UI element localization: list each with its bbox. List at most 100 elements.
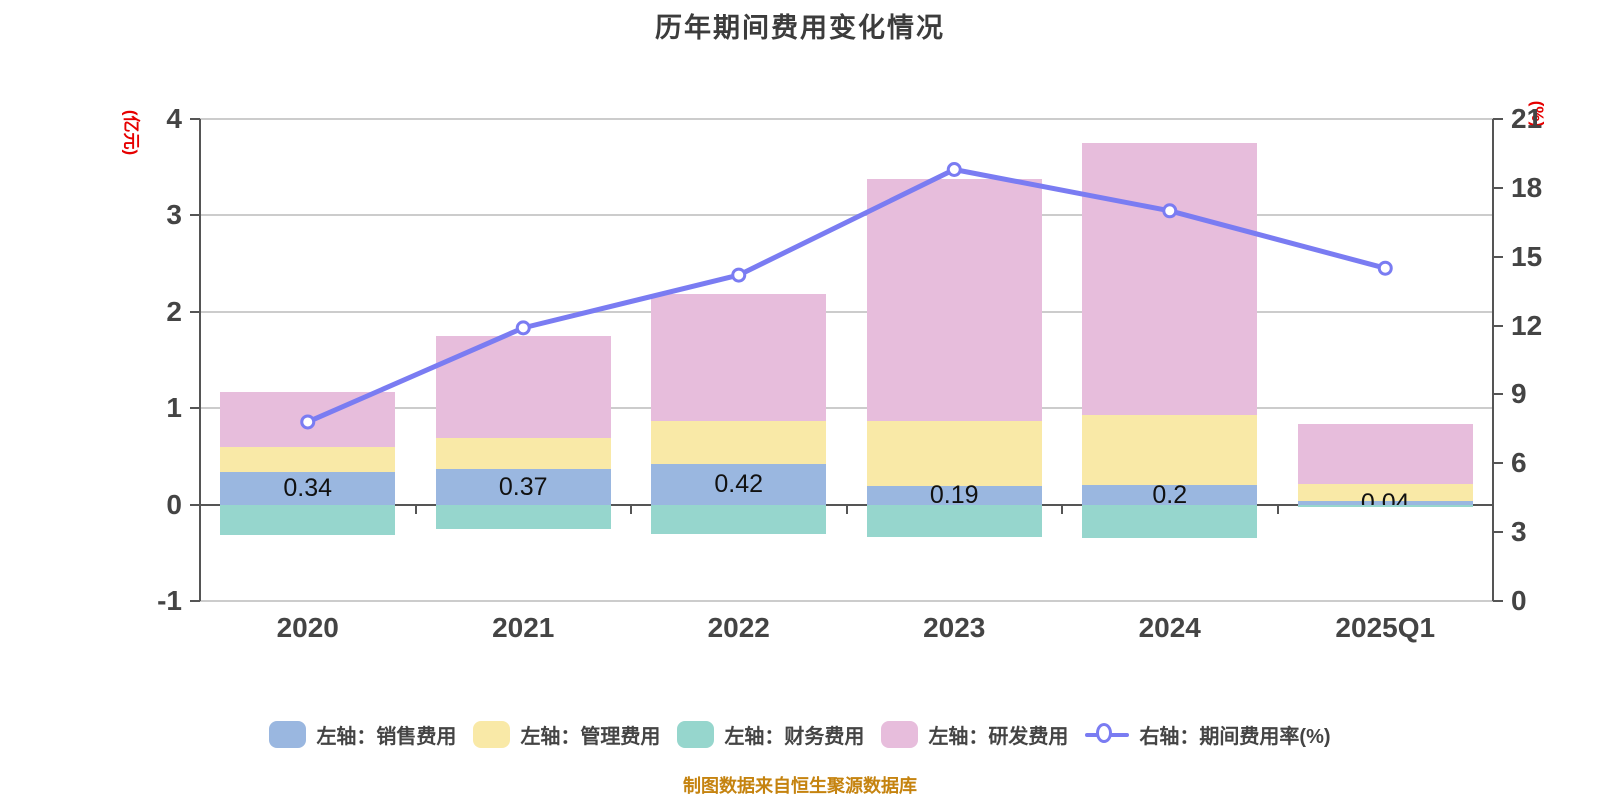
left-axis-tick-label: 2	[166, 295, 182, 327]
bar-segment-sales[interactable]	[220, 471, 396, 505]
right-axis-tick-label: 6	[1511, 447, 1527, 479]
x-axis-label: 2022	[707, 612, 770, 643]
legend-label: 左轴：管理费用	[520, 725, 661, 748]
bar-value-label: 0.34	[283, 474, 333, 503]
bar-segment-rnd[interactable]	[1297, 423, 1473, 485]
left-axis-tick-label: 3	[166, 199, 182, 231]
expense-ratio-point[interactable]	[946, 161, 962, 177]
expense-ratio-point[interactable]	[1162, 203, 1178, 219]
line-marker-icon	[1085, 721, 1130, 748]
right-axis-tick-label: 9	[1511, 378, 1527, 410]
legend-label: 左轴：研发费用	[928, 725, 1069, 748]
right-axis-tick	[1493, 531, 1503, 534]
left-axis-tick	[190, 310, 200, 313]
left-axis-tick	[190, 503, 200, 506]
legend-item-admin[interactable]: 左轴：管理费用	[473, 720, 660, 749]
x-axis-tick	[414, 504, 417, 514]
left-axis-tick-label: -1	[157, 585, 182, 616]
legend-item-expense-ratio[interactable]: 右轴：期间费用率(%)	[1085, 720, 1331, 749]
right-axis-tick	[1493, 118, 1503, 120]
x-axis-label: 2023	[923, 612, 986, 643]
right-axis-tick-label: 18	[1511, 171, 1543, 203]
left-axis-tick-label: 1	[166, 392, 182, 424]
expense-ratio-point[interactable]	[300, 414, 316, 430]
bar-segment-sales[interactable]	[651, 464, 827, 505]
legend-item-rnd[interactable]: 左轴：研发费用	[881, 720, 1068, 749]
bar-segment-finance[interactable]	[1297, 504, 1473, 507]
left-axis-tick	[190, 214, 200, 217]
right-axis-tick	[1493, 255, 1503, 258]
bar-segment-finance[interactable]	[220, 504, 396, 536]
bar-segment-admin[interactable]	[1082, 414, 1258, 486]
expense-ratio-point[interactable]	[731, 267, 747, 283]
legend: 左轴：销售费用 左轴：管理费用 左轴：财务费用 左轴：研发费用 右轴：期间费用率(%)	[0, 712, 1600, 756]
expense-ratio-line	[305, 166, 1388, 425]
legend-line-marker	[1096, 722, 1113, 743]
legend-item-finance[interactable]: 左轴：财务费用	[677, 720, 864, 749]
gridline	[200, 407, 1493, 410]
bar-segment-admin[interactable]	[651, 420, 827, 465]
x-axis-label: 2021	[492, 612, 555, 643]
x-axis-tick	[845, 504, 848, 514]
bar-value-label: 0.42	[714, 470, 764, 499]
right-axis-tick	[1493, 462, 1503, 465]
right-axis-tick	[1493, 324, 1503, 327]
x-axis-tick	[1061, 504, 1063, 514]
left-axis-line	[199, 119, 201, 601]
bar-segment-sales[interactable]	[1297, 500, 1473, 505]
right-axis-tick	[1493, 186, 1503, 189]
left-axis-tick	[190, 407, 200, 410]
bar-segment-finance[interactable]	[866, 504, 1042, 538]
gridline	[200, 600, 1493, 602]
bar-segment-admin[interactable]	[1297, 484, 1473, 501]
bar-segment-rnd[interactable]	[1082, 143, 1258, 415]
gridline	[200, 118, 1493, 120]
x-axis-tick	[1276, 504, 1279, 514]
left-axis-tick-label: 4	[166, 103, 182, 134]
right-axis-tick	[1493, 393, 1503, 396]
chart-title: 历年期间费用变化情况	[655, 13, 945, 43]
bar-segment-finance[interactable]	[435, 504, 611, 529]
legend-label: 左轴：销售费用	[316, 725, 457, 748]
x-axis-label: 2020	[276, 612, 339, 643]
bar-segment-sales[interactable]	[435, 468, 611, 505]
right-axis-line	[1492, 119, 1494, 601]
x-axis-label: 2024	[1138, 612, 1201, 643]
bar-segment-finance[interactable]	[1082, 504, 1258, 539]
expense-ratio-point[interactable]	[515, 320, 531, 336]
left-axis-tick	[190, 600, 200, 602]
bar-segment-admin[interactable]	[220, 446, 396, 472]
sales-swatch-icon	[269, 720, 307, 748]
legend-label: 右轴：期间费用率(%)	[1139, 725, 1331, 748]
right-axis-tick-label: 15	[1511, 240, 1543, 272]
finance-swatch-icon	[677, 720, 715, 748]
legend-item-sales[interactable]: 左轴：销售费用	[269, 720, 456, 749]
right-axis-tick	[1493, 600, 1503, 602]
bar-value-label: 0.04	[1360, 488, 1410, 505]
right-axis-tick-label: 21	[1511, 103, 1543, 134]
left-axis-tick-label: 0	[166, 488, 182, 520]
bar-value-label: 0.19	[929, 481, 979, 505]
bar-segment-rnd[interactable]	[866, 178, 1042, 421]
bar-value-label: 0.37	[498, 472, 548, 501]
x-axis-tick	[630, 504, 632, 514]
source-note: 制图数据来自恒生聚源数据库	[683, 776, 917, 796]
bar-segment-sales[interactable]	[866, 486, 1042, 505]
bar-segment-finance[interactable]	[651, 504, 827, 535]
bar-segment-sales[interactable]	[1082, 485, 1258, 505]
bar-value-label: 0.2	[1152, 480, 1188, 505]
right-axis-tick-label: 3	[1511, 516, 1527, 548]
bar-segment-admin[interactable]	[435, 438, 611, 469]
expense-ratio-point[interactable]	[1377, 260, 1393, 276]
x-axis-label: 2025Q1	[1335, 612, 1436, 643]
bar-segment-rnd[interactable]	[651, 294, 827, 421]
left-axis-tick	[190, 118, 200, 120]
gridline	[200, 214, 1493, 217]
rnd-swatch-icon	[881, 720, 919, 748]
admin-swatch-icon	[473, 720, 511, 748]
gridline	[200, 310, 1493, 313]
legend-label: 左轴：财务费用	[724, 725, 865, 748]
bar-segment-admin[interactable]	[866, 420, 1042, 487]
